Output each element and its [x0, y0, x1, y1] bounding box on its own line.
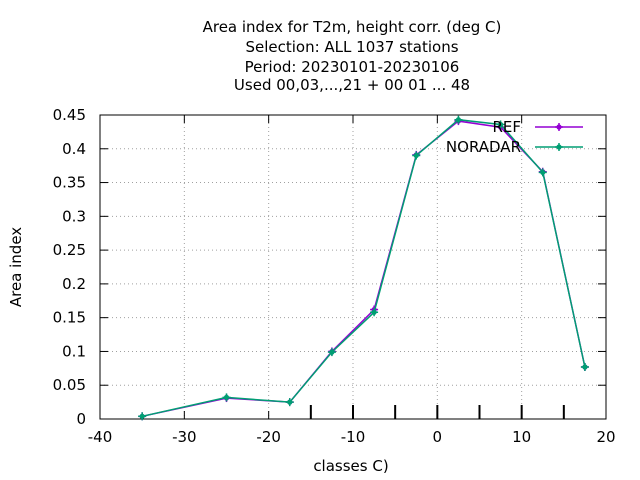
y-axis-label: Area index [7, 227, 25, 307]
series-line-ref [142, 120, 586, 418]
y-tick-label: 0.25 [53, 241, 86, 259]
y-tick-label: 0.15 [53, 309, 86, 327]
data-point-noradar [327, 348, 336, 357]
chart-title: Area index for T2m, height corr. (deg C)… [203, 18, 502, 94]
y-tick-labels: 0 0.05 0.1 0.15 0.2 0.25 0.3 0.35 0.4 0.45 [53, 106, 86, 428]
x-tick-label: 10 [512, 428, 531, 446]
data-point-noradar [454, 115, 463, 124]
x-tick-label: 0 [433, 428, 443, 446]
legend-marker-ref [555, 123, 563, 131]
y-tick-label: 0.35 [53, 174, 86, 192]
data-point-noradar [138, 412, 147, 421]
x-tick-label: 20 [596, 428, 615, 446]
legend-label-noradar: NORADAR [446, 138, 521, 156]
y-tick-label: 0.45 [53, 106, 86, 124]
legend-marker-noradar [555, 143, 563, 151]
data-point-noradar [496, 120, 505, 129]
title-line-2: Selection: ALL 1037 stations [245, 38, 458, 56]
legend-label-ref: REF [492, 118, 521, 136]
data-point-noradar [580, 362, 589, 371]
x-tick-labels: -40 -30 -20 -10 0 10 20 [88, 428, 616, 446]
y-tick-label: 0.4 [62, 140, 86, 158]
title-line-4: Used 00,03,...,21 + 00 01 ... 48 [234, 76, 470, 94]
x-tick-label: -40 [88, 428, 113, 446]
x-tick-label: -20 [256, 428, 281, 446]
axis-ticks [99, 114, 607, 420]
y-tick-label: 0.1 [62, 342, 86, 360]
y-tick-label: 0.3 [62, 207, 86, 225]
series-line-noradar [142, 118, 586, 418]
data-series [138, 115, 589, 421]
x-axis-label: classes C) [313, 457, 388, 475]
title-line-1: Area index for T2m, height corr. (deg C) [203, 18, 502, 36]
data-point-noradar [222, 393, 231, 402]
y-tick-label: 0.2 [62, 275, 86, 293]
title-line-3: Period: 20230101-20230106 [245, 58, 460, 76]
x-tick-label: -30 [172, 428, 197, 446]
grid [100, 115, 606, 419]
data-point-noradar [370, 308, 379, 317]
data-point-noradar [412, 151, 421, 160]
data-point-noradar [538, 168, 547, 177]
legend: REF NORADAR [446, 118, 583, 156]
y-tick-label: 0 [76, 410, 86, 428]
data-point-noradar [285, 398, 294, 407]
y-tick-label: 0.05 [53, 376, 86, 394]
x-tick-label: -10 [341, 428, 366, 446]
